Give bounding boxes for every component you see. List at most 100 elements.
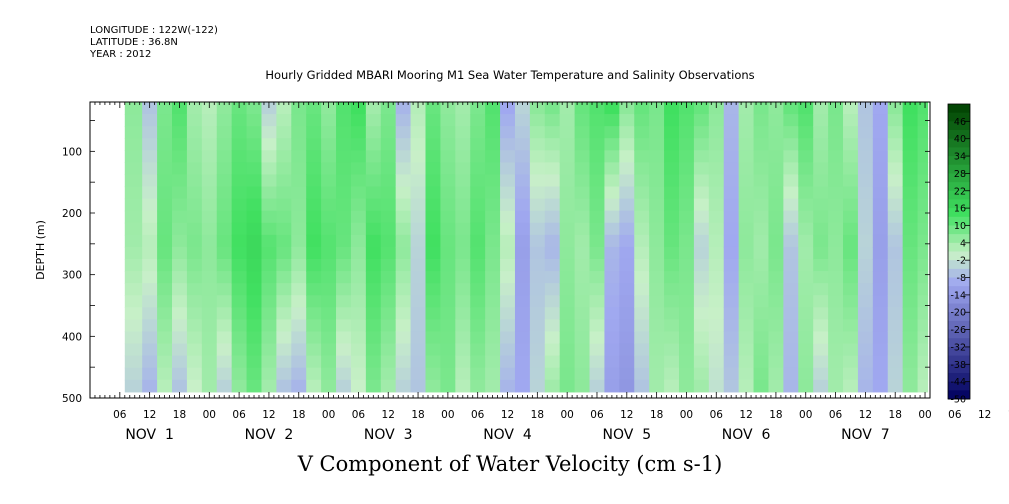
heatmap-cell — [291, 295, 307, 308]
heatmap-column — [246, 102, 263, 393]
heatmap-cell — [708, 234, 725, 248]
heatmap-cell — [619, 150, 635, 163]
heatmap-cell — [589, 222, 606, 236]
x-axis: 06 12 18 00 06 12 18 00 06 12 18 00 06 12 18 00 06 12 18 00… — [89, 102, 1009, 443]
heatmap-cell — [485, 174, 501, 188]
heatmap-cell — [231, 367, 248, 381]
heatmap-cell — [723, 234, 740, 248]
heatmap-cell — [306, 343, 322, 357]
heatmap-cell — [142, 295, 158, 308]
heatmap-cell — [321, 210, 337, 224]
heatmap-cell — [753, 138, 770, 151]
heatmap-column — [529, 102, 546, 393]
heatmap-cell — [350, 126, 367, 139]
heatmap-cell — [604, 114, 620, 127]
heatmap-cell — [201, 222, 218, 236]
heatmap-cell — [843, 114, 859, 127]
heatmap-cell — [634, 102, 650, 115]
heatmap-cell — [723, 271, 740, 284]
heatmap-cell — [201, 162, 218, 176]
heatmap-cell — [843, 271, 859, 284]
heatmap-cell — [455, 210, 471, 224]
heatmap-cell — [440, 198, 456, 212]
heatmap-cell — [216, 198, 233, 212]
heatmap-cell — [306, 367, 322, 381]
heatmap-cell — [276, 331, 292, 345]
heatmap-cell — [574, 319, 591, 333]
heatmap-column — [186, 102, 203, 393]
heatmap-cell — [753, 343, 770, 357]
heatmap-cell — [425, 126, 442, 139]
heatmap-cell — [186, 379, 203, 393]
heatmap-cell — [395, 258, 412, 272]
heatmap-cell — [485, 222, 501, 236]
heatmap-cell — [574, 234, 591, 248]
heatmap-cell — [678, 367, 695, 381]
heatmap-cell — [828, 138, 844, 151]
heatmap-cell — [291, 186, 307, 200]
colorbar-swatch — [948, 182, 970, 192]
heatmap-cell — [857, 331, 874, 345]
heatmap-cell — [455, 162, 471, 176]
heatmap-cell — [261, 295, 277, 308]
heatmap-cell — [589, 343, 606, 357]
heatmap-column — [783, 102, 799, 393]
heatmap-cell — [336, 234, 352, 248]
heatmap-cell — [619, 331, 635, 345]
heatmap-cell — [440, 258, 456, 272]
heatmap-cell — [455, 138, 471, 151]
heatmap-column — [649, 102, 665, 393]
heatmap-cell — [589, 126, 606, 139]
heatmap-cell — [455, 246, 471, 260]
heatmap-cell — [246, 283, 263, 296]
heatmap-cell — [544, 138, 561, 151]
heatmap-cell — [261, 234, 277, 248]
heatmap-cell — [708, 150, 725, 163]
heatmap-cell — [559, 162, 576, 176]
heatmap-cell — [142, 150, 158, 163]
heatmap-cell — [514, 271, 531, 284]
heatmap-cell — [425, 186, 442, 200]
heatmap-cell — [261, 307, 277, 320]
heatmap-cell — [544, 234, 561, 248]
heatmap-cell — [753, 307, 770, 320]
x-tick-label: 12 — [620, 409, 633, 421]
heatmap-cell — [574, 150, 591, 163]
heatmap-cell — [306, 114, 322, 127]
heatmap-cell — [917, 234, 929, 248]
heatmap-cell — [738, 162, 755, 176]
heatmap-cell — [738, 331, 755, 345]
heatmap-cell — [708, 283, 725, 296]
heatmap-cell — [380, 295, 397, 308]
heatmap-cell — [410, 114, 427, 127]
latitude-label: LATITUDE : 36.8N — [90, 37, 178, 48]
heatmap-cell — [216, 379, 233, 393]
heatmap-cell — [455, 102, 471, 115]
heatmap-cell — [306, 355, 322, 369]
heatmap-cell — [216, 174, 233, 188]
heatmap-cell — [559, 283, 576, 296]
heatmap-cell — [410, 355, 427, 369]
heatmap-cell — [380, 367, 397, 381]
heatmap-cell — [544, 367, 561, 381]
heatmap-cell — [589, 138, 606, 151]
heatmap-cell — [395, 150, 412, 163]
heatmap-cell — [589, 271, 606, 284]
heatmap-cell — [783, 210, 799, 224]
heatmap-cell — [172, 246, 188, 260]
heatmap-cell — [231, 222, 248, 236]
heatmap-cell — [559, 331, 576, 345]
heatmap-cell — [276, 307, 292, 320]
heatmap-cell — [142, 186, 158, 200]
heatmap-cell — [649, 246, 665, 260]
heatmap-cell — [276, 114, 292, 127]
heatmap-cell — [783, 162, 799, 176]
heatmap-cell — [470, 271, 486, 284]
heatmap-cell — [395, 246, 412, 260]
heatmap-cell — [246, 331, 263, 345]
heatmap-cell — [276, 283, 292, 296]
colorbar-swatch — [948, 303, 970, 313]
heatmap-cell — [783, 307, 799, 320]
heatmap-cell — [231, 343, 248, 357]
heatmap-cell — [514, 343, 531, 357]
